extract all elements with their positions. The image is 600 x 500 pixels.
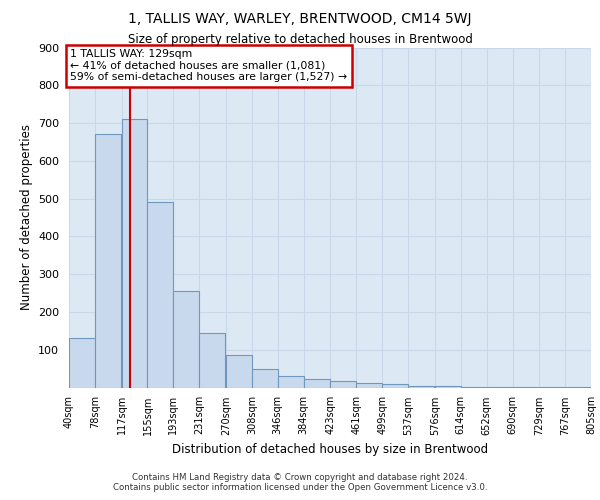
Bar bbox=[148, 202, 173, 388]
Bar bbox=[461, 386, 487, 388]
Text: Contains HM Land Registry data © Crown copyright and database right 2024.
Contai: Contains HM Land Registry data © Crown c… bbox=[113, 473, 487, 492]
Bar bbox=[487, 386, 512, 388]
Bar bbox=[435, 386, 461, 388]
X-axis label: Distribution of detached houses by size in Brentwood: Distribution of detached houses by size … bbox=[172, 443, 488, 456]
Bar bbox=[408, 386, 434, 388]
Bar bbox=[199, 332, 225, 388]
Text: Size of property relative to detached houses in Brentwood: Size of property relative to detached ho… bbox=[128, 32, 472, 46]
Bar bbox=[278, 376, 304, 388]
Bar bbox=[252, 368, 278, 388]
Bar bbox=[226, 356, 252, 388]
Bar bbox=[173, 291, 199, 388]
Bar bbox=[122, 120, 148, 388]
Bar bbox=[512, 386, 538, 388]
Bar bbox=[356, 382, 382, 388]
Y-axis label: Number of detached properties: Number of detached properties bbox=[20, 124, 32, 310]
Bar bbox=[69, 338, 95, 388]
Text: 1, TALLIS WAY, WARLEY, BRENTWOOD, CM14 5WJ: 1, TALLIS WAY, WARLEY, BRENTWOOD, CM14 5… bbox=[128, 12, 472, 26]
Bar bbox=[95, 134, 121, 388]
Bar bbox=[304, 379, 329, 388]
Text: 1 TALLIS WAY: 129sqm
← 41% of detached houses are smaller (1,081)
59% of semi-de: 1 TALLIS WAY: 129sqm ← 41% of detached h… bbox=[70, 49, 347, 82]
Bar bbox=[382, 384, 408, 388]
Bar bbox=[331, 380, 356, 388]
